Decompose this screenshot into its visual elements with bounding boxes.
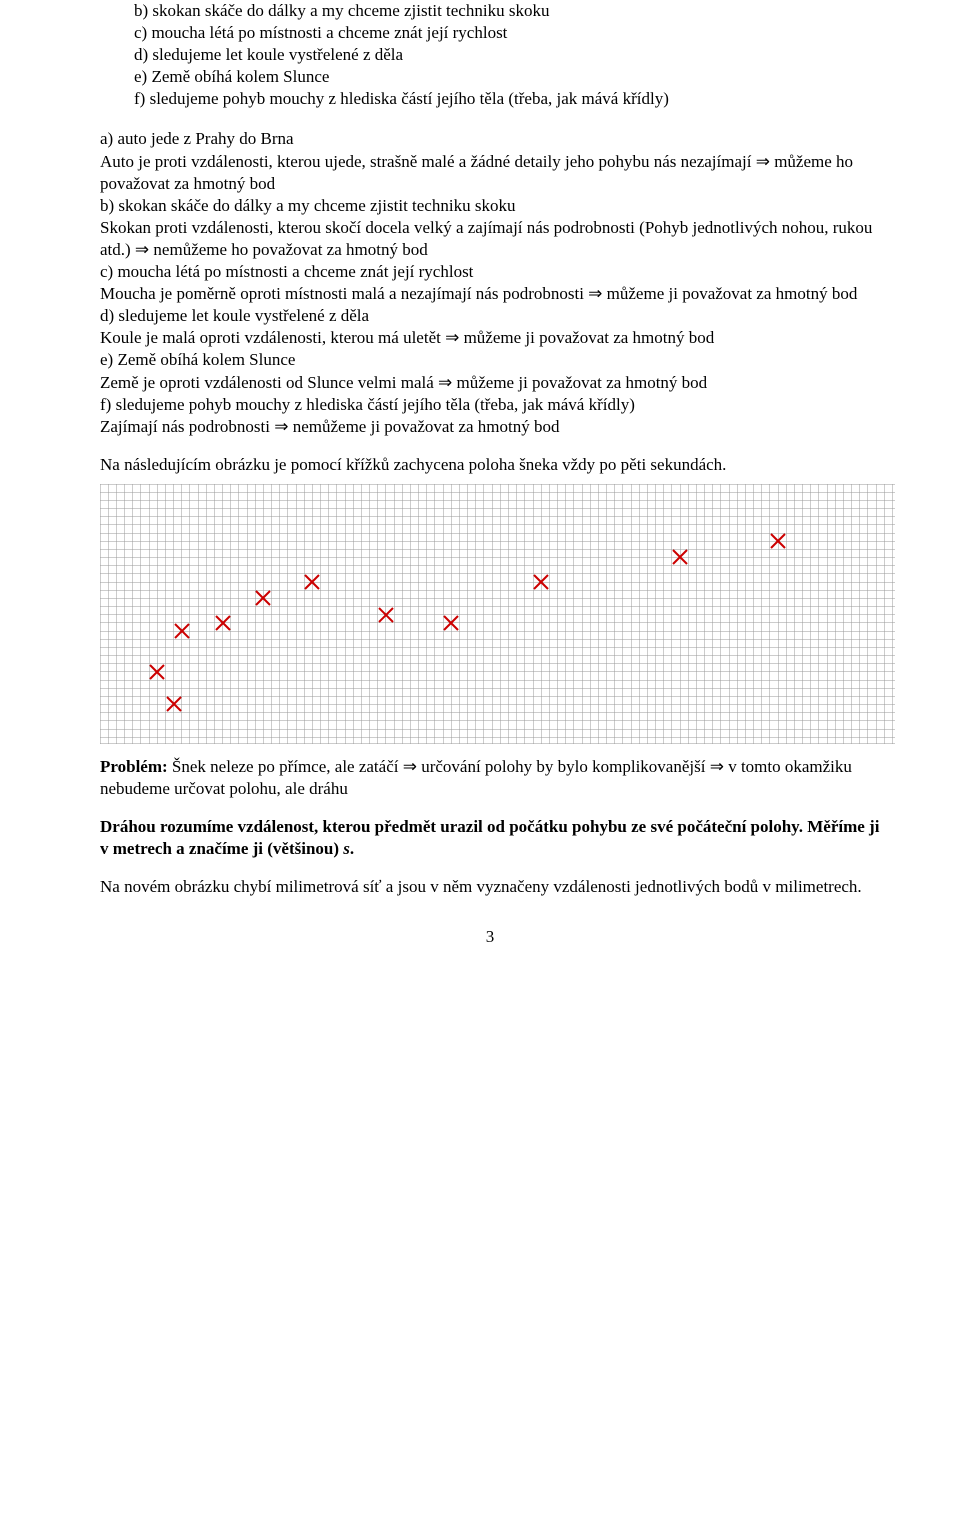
problem-label: Problém: xyxy=(100,757,168,776)
answer-line: d) sledujeme let koule vystřelené z děla xyxy=(100,305,880,327)
chart-cross-marker xyxy=(166,696,182,712)
chart-cross-marker xyxy=(378,607,394,623)
chart-cross-marker xyxy=(672,549,688,565)
answer-line: Auto je proti vzdálenosti, kterou ujede,… xyxy=(100,151,880,195)
draha-text-part2: . xyxy=(350,839,354,858)
problem-paragraph: Problém: Šnek neleze po přímce, ale zatá… xyxy=(100,756,880,800)
option-c: c) moucha létá po místnosti a chceme zná… xyxy=(134,22,880,44)
problem-text: Šnek neleze po přímce, ale zatáčí ⇒ určo… xyxy=(100,757,852,798)
snail-position-chart xyxy=(100,484,895,744)
answer-line: f) sledujeme pohyb mouchy z hlediska čás… xyxy=(100,394,880,416)
option-b: b) skokan skáče do dálky a my chceme zji… xyxy=(134,0,880,22)
answer-line: b) skokan skáče do dálky a my chceme zji… xyxy=(100,195,880,217)
chart-intro-text: Na následujícím obrázku je pomocí křížků… xyxy=(100,454,880,476)
chart-cross-marker xyxy=(149,664,165,680)
option-e: e) Země obíhá kolem Slunce xyxy=(134,66,880,88)
chart-cross-marker xyxy=(255,590,271,606)
question-options-list: b) skokan skáče do dálky a my chceme zji… xyxy=(100,0,880,110)
answers-block: a) auto jede z Prahy do Brna Auto je pro… xyxy=(100,128,880,437)
novem-paragraph: Na novém obrázku chybí milimetrová síť a… xyxy=(100,876,880,898)
draha-text-part1: Dráhou rozumíme vzdálenost, kterou předm… xyxy=(100,817,879,858)
draha-variable: s xyxy=(343,839,350,858)
option-d: d) sledujeme let koule vystřelené z děla xyxy=(134,44,880,66)
answer-line: c) moucha létá po místnosti a chceme zná… xyxy=(100,261,880,283)
option-f: f) sledujeme pohyb mouchy z hlediska čás… xyxy=(134,88,880,110)
chart-cross-marker xyxy=(770,533,786,549)
chart-cross-marker xyxy=(174,623,190,639)
answer-line: Zajímají nás podrobnosti ⇒ nemůžeme ji p… xyxy=(100,416,880,438)
answer-line: e) Země obíhá kolem Slunce xyxy=(100,349,880,371)
answer-line: Skokan proti vzdálenosti, kterou skočí d… xyxy=(100,217,880,261)
page-number: 3 xyxy=(100,926,880,948)
chart-cross-marker xyxy=(533,574,549,590)
chart-cross-marker xyxy=(215,615,231,631)
chart-cross-marker xyxy=(304,574,320,590)
draha-definition: Dráhou rozumíme vzdálenost, kterou předm… xyxy=(100,816,880,860)
answer-line: Moucha je poměrně oproti místnosti malá … xyxy=(100,283,880,305)
chart-cross-marker xyxy=(443,615,459,631)
answer-line: a) auto jede z Prahy do Brna xyxy=(100,128,880,150)
answer-line: Koule je malá oproti vzdálenosti, kterou… xyxy=(100,327,880,349)
answer-line: Země je oproti vzdálenosti od Slunce vel… xyxy=(100,372,880,394)
